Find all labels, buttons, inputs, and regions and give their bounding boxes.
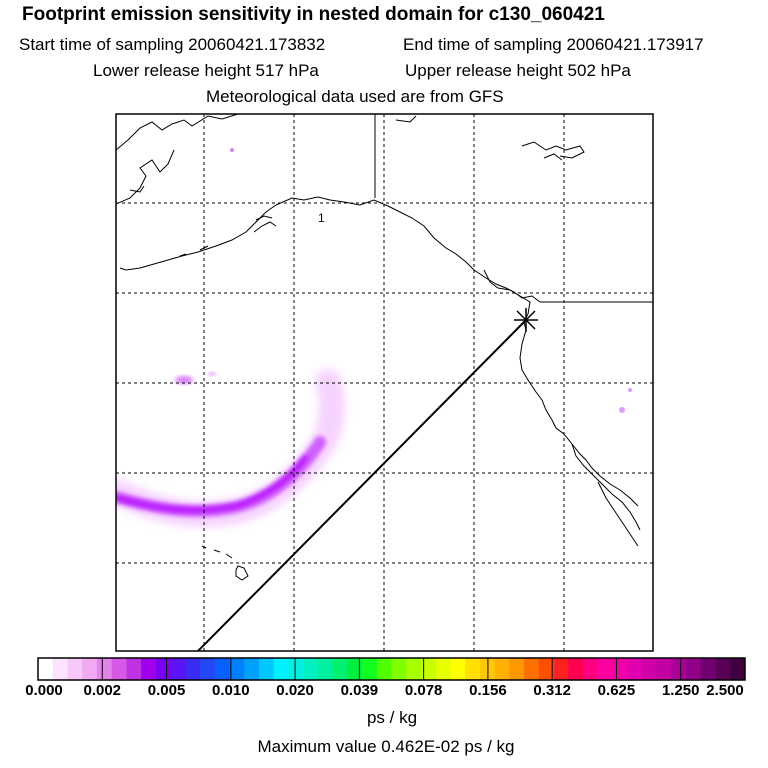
colorbar-swatch [244,658,260,680]
colorbar-swatch [391,658,407,680]
colorbar-swatch [67,658,83,680]
colorbar-swatch [303,658,319,680]
colorbar-swatch [170,658,186,680]
colorbar-swatch [376,658,392,680]
colorbar-tick-label: 0.078 [404,682,443,699]
colorbar-swatch [229,658,245,680]
colorbar-tick-label: 0.020 [276,682,314,699]
lat-lon-grid [116,114,653,651]
colorbar-swatch [568,658,584,680]
colorbar-swatch [200,658,216,680]
colorbar-swatch [420,658,437,680]
colorbar-swatch [715,658,731,680]
met-data-label: Meteorological data used are from GFS [206,87,504,106]
colorbar-swatch [465,658,481,680]
colorbar-swatch [597,658,613,680]
colorbar-swatch [185,658,201,680]
colorbar-tick-label: 0.039 [340,682,379,699]
colorbar-swatch [258,658,275,680]
map-frame [115,113,654,652]
emission-sensitivity-plume [116,148,632,528]
colorbar-swatch [524,658,540,680]
colorbar-swatch [347,658,363,680]
colorbar-swatch [700,658,716,680]
colorbar-swatch [612,658,628,680]
colorbar-swatch [671,658,687,680]
maximum-value-label: Maximum value 0.462E-02 ps / kg [257,737,515,756]
coastlines [116,114,653,581]
colorbar-swatch [126,658,142,680]
figure-title: Footprint emission sensitivity in nested… [22,4,605,25]
colorbar-swatch [656,658,672,680]
colorbar-tick-label: 2.500 [706,682,744,699]
colorbar-swatch [362,658,378,680]
colorbar-tick-label: 0.005 [147,682,186,699]
colorbar [37,657,746,681]
colorbar-swatch [317,658,333,680]
colorbar-tick-label: 1.250 [661,682,700,699]
colorbar-tick-label: 0.000 [25,682,63,699]
colorbar-swatch [435,658,451,680]
colorbar-swatch [332,658,348,680]
colorbar-swatch [288,658,304,680]
trajectory-point-label: 1 [318,211,325,225]
colorbar-swatch [214,658,230,680]
colorbar-swatch [273,658,289,680]
colorbar-swatch [627,658,643,680]
colorbar-tick-label: 0.312 [533,682,571,699]
lower-release-height: Lower release height 517 hPa [93,61,319,80]
start-time-label: Start time of sampling 20060421.173832 [19,35,326,54]
colorbar-swatch [538,658,554,680]
colorbar-swatch [38,658,54,680]
colorbar-swatch [111,658,127,680]
colorbar-swatch [582,658,599,680]
colorbar-swatch [96,658,113,680]
colorbar-swatch [553,658,569,680]
colorbar-swatch [141,658,157,680]
end-time-label: End time of sampling 20060421.173917 [403,35,704,54]
colorbar-unit: ps / kg [366,708,418,727]
colorbar-swatch [52,658,68,680]
colorbar-frame [37,657,746,681]
colorbar-swatch [641,658,658,680]
colorbar-tick-label: 0.002 [83,682,122,699]
colorbar-swatch [82,658,98,680]
colorbar-swatch [509,658,525,680]
release-trajectory-line [197,319,527,651]
colorbar-swatch [494,658,510,680]
colorbar-tick-label: 0.156 [469,682,507,699]
colorbar-swatch [450,658,466,680]
upper-release-height: Upper release height 502 hPa [405,61,631,80]
colorbar-swatch [686,658,702,680]
colorbar-tick-label: 0.625 [597,682,636,699]
release-location-marker [514,308,538,332]
colorbar-swatch [406,658,422,680]
colorbar-swatch [155,658,171,680]
colorbar-swatch [730,658,746,680]
colorbar-tick-label: 0.010 [212,682,250,699]
